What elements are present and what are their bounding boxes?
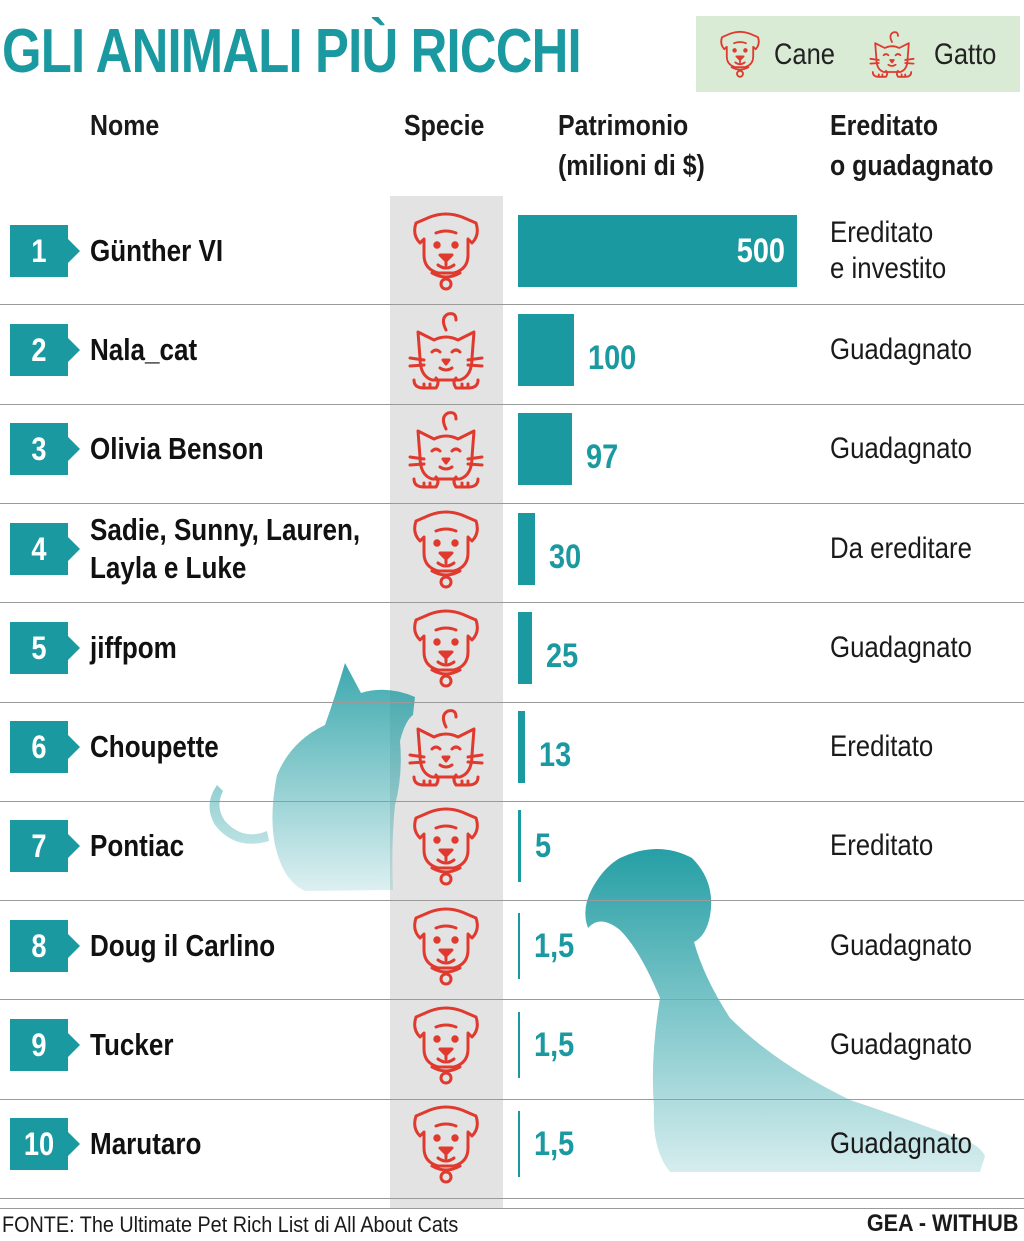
origin-text: Guadagnato [830, 432, 973, 466]
rank-number: 7 [31, 828, 47, 865]
row-divider [0, 304, 1024, 306]
rank-number: 9 [31, 1027, 47, 1064]
wealth-bar [518, 1111, 520, 1178]
dog-icon [406, 209, 486, 293]
wealth-value: 97 [586, 438, 619, 477]
rank-number: 6 [31, 729, 47, 766]
source-note: FONTE: The Ultimate Pet Rich List di All… [2, 1212, 459, 1237]
wealth-value: 13 [539, 736, 572, 775]
pet-name: Marutaro [90, 1126, 202, 1162]
header-origin-line2: o guadagnato [830, 150, 994, 182]
origin-text: Da ereditare [830, 531, 972, 565]
origin-text: Guadagnato [830, 928, 973, 962]
rank-badge: 9 [10, 1019, 80, 1072]
pet-name: Tucker [90, 1027, 174, 1063]
wealth-bar [518, 1012, 520, 1079]
rank-badge: 4 [10, 522, 80, 575]
page-title: GLI ANIMALI PIÙ RICCHI [2, 17, 582, 86]
rank-number: 4 [31, 530, 47, 567]
pet-name: Günther VI [90, 232, 224, 268]
rank-number: 2 [31, 331, 47, 368]
rank-number: 8 [31, 927, 47, 964]
row-divider [0, 602, 1024, 604]
wealth-value: 1,5 [534, 1026, 575, 1065]
origin-text: Guadagnato [830, 1028, 973, 1062]
wealth-bar [518, 810, 521, 883]
credit: GEA - WITHUB [866, 1210, 1018, 1237]
rank-badge: 5 [10, 621, 80, 674]
pet-name: Olivia Benson [90, 431, 264, 467]
origin-text: Guadagnato [830, 332, 973, 366]
wealth-value: 1,5 [534, 926, 575, 965]
row-divider [0, 1098, 1024, 1100]
row-divider [0, 800, 1024, 802]
header-origin-line1: Ereditato [830, 110, 939, 142]
wealth-bar [518, 413, 573, 486]
cat-icon [868, 26, 916, 82]
rank-badge: 10 [10, 1118, 80, 1171]
wealth-bar [518, 214, 797, 287]
cat-icon [406, 705, 486, 789]
rank-number: 3 [31, 431, 47, 468]
header-wealth-line1: Patrimonio [558, 110, 689, 142]
rank-badge: 7 [10, 820, 80, 873]
wealth-bar [518, 512, 535, 585]
footer-divider [0, 1208, 1024, 1209]
wealth-bar [518, 611, 532, 684]
wealth-value: 30 [548, 537, 581, 576]
cat-silhouette [209, 663, 415, 891]
wealth-bar [518, 711, 526, 784]
pet-name: Sadie, Sunny, Lauren, [90, 511, 361, 547]
row-divider [0, 1198, 1024, 1199]
header-species: Specie [404, 110, 485, 142]
legend-cat-label: Gatto [934, 38, 997, 71]
header-name: Nome [90, 110, 160, 142]
origin-text: Ereditato [830, 215, 934, 249]
rank-badge: 6 [10, 721, 80, 774]
pet-name: jiffpom [90, 629, 177, 665]
origin-text: Guadagnato [830, 1127, 973, 1161]
dog-icon [406, 904, 486, 988]
wealth-bar [518, 313, 574, 386]
rank-badge: 2 [10, 323, 80, 376]
rank-number: 5 [31, 629, 47, 666]
row-divider [0, 900, 1024, 902]
wealth-value: 1,5 [534, 1125, 575, 1164]
pet-name: Layla e Luke [90, 549, 247, 585]
origin-text: Ereditato [830, 829, 934, 863]
wealth-value: 25 [545, 636, 579, 675]
dog-icon [716, 26, 764, 82]
pet-name: Doug il Carlino [90, 927, 276, 963]
rank-badge: 8 [10, 919, 80, 972]
origin-text: e investito [830, 251, 947, 285]
cat-icon [406, 308, 486, 392]
dog-icon [406, 1102, 486, 1186]
dog-silhouette [585, 849, 985, 1172]
wealth-bar [518, 912, 520, 979]
origin-text: Ereditato [830, 730, 934, 764]
header-wealth-line2: (milioni di $) [558, 150, 705, 182]
row-divider [0, 502, 1024, 504]
rank-number: 10 [23, 1126, 55, 1163]
wealth-value: 100 [587, 338, 637, 377]
pet-name: Pontiac [90, 828, 185, 864]
row-divider [0, 701, 1024, 703]
legend: Cane Gatto [696, 16, 1020, 92]
dog-icon [406, 606, 486, 690]
origin-text: Guadagnato [830, 630, 973, 664]
dog-icon [406, 507, 486, 591]
rank-badge: 3 [10, 423, 80, 476]
dog-icon [406, 1003, 486, 1087]
legend-dog-label: Cane [774, 38, 835, 71]
row-divider [0, 403, 1024, 405]
pet-name: Choupette [90, 729, 219, 765]
rank-badge: 1 [10, 224, 80, 277]
wealth-value: 5 [534, 827, 551, 866]
cat-icon [406, 407, 486, 491]
wealth-value: 500 [736, 231, 785, 270]
row-divider [0, 999, 1024, 1001]
pet-name: Nala_cat [90, 331, 198, 367]
dog-icon [406, 804, 486, 888]
rank-number: 1 [31, 232, 47, 269]
